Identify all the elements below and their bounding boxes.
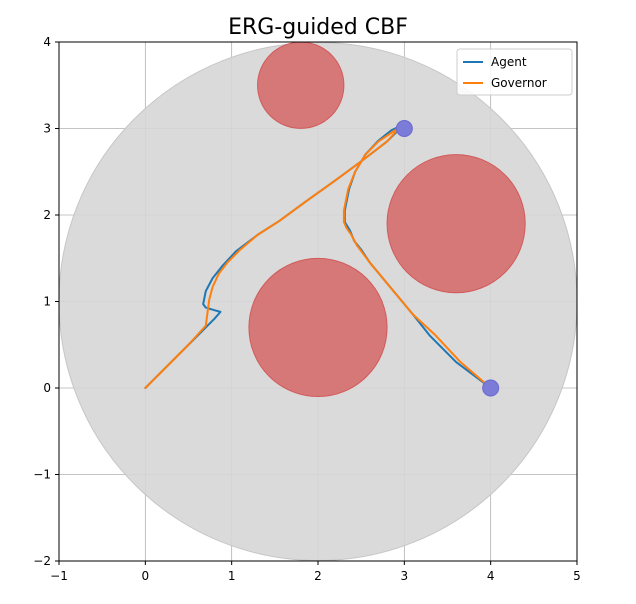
x-tick-label: 1 [228, 569, 236, 583]
y-tick-label: 4 [43, 35, 51, 49]
y-tick-label: −1 [33, 468, 51, 482]
obstacle-circle [386, 154, 526, 294]
y-tick-label: 3 [43, 122, 51, 136]
legend-box [456, 48, 573, 96]
x-tick-label: 2 [314, 569, 322, 583]
obstacle-circle [248, 257, 388, 398]
x-tick-label: −1 [50, 569, 68, 583]
goal-marker [482, 379, 500, 397]
obstacle-circle [257, 41, 345, 129]
obstacle-layer [248, 41, 526, 398]
goal-marker [395, 120, 413, 137]
goal-layer [395, 120, 500, 397]
legend-label: Agent [491, 55, 527, 69]
x-tick-label: 5 [573, 569, 581, 583]
chart-title: ERG-guided CBF [228, 15, 408, 40]
y-tick-label: 0 [43, 381, 51, 395]
x-tick-label: 0 [142, 569, 150, 583]
x-tick-label: 3 [401, 569, 409, 583]
x-tick-label: 4 [487, 569, 495, 583]
y-tick-label: 1 [43, 295, 51, 309]
y-tick-label: −2 [33, 554, 51, 568]
legend: Agent Governor [456, 48, 573, 96]
y-tick-label: 2 [43, 208, 51, 222]
legend-label: Governor [491, 76, 547, 90]
